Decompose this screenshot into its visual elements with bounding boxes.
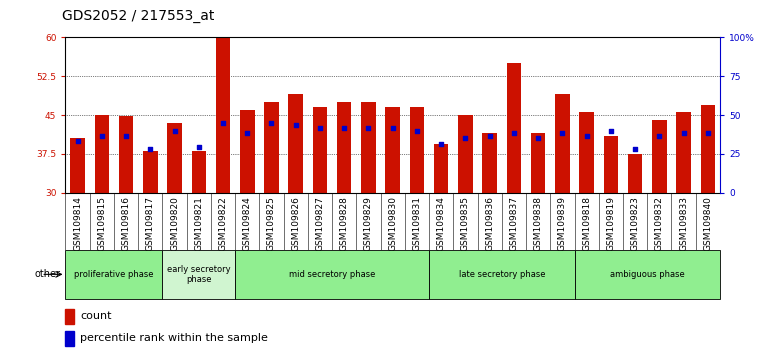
Bar bbox=[434, 144, 448, 193]
Point bbox=[556, 130, 568, 136]
Text: GSM109827: GSM109827 bbox=[316, 196, 324, 251]
Bar bbox=[65, 331, 74, 346]
Bar bbox=[361, 102, 376, 193]
Bar bbox=[482, 133, 497, 193]
Point bbox=[532, 136, 544, 141]
Point bbox=[266, 120, 278, 126]
Bar bbox=[289, 94, 303, 193]
Point bbox=[120, 133, 132, 139]
Bar bbox=[70, 138, 85, 193]
Text: percentile rank within the sample: percentile rank within the sample bbox=[80, 333, 268, 343]
Text: other: other bbox=[35, 269, 61, 279]
Bar bbox=[216, 38, 230, 193]
Text: GSM109836: GSM109836 bbox=[485, 196, 494, 251]
Point bbox=[95, 133, 108, 139]
Text: count: count bbox=[80, 312, 112, 321]
Point bbox=[629, 146, 641, 152]
Bar bbox=[235, 250, 429, 299]
Bar bbox=[143, 152, 158, 193]
Point bbox=[338, 125, 350, 131]
Bar bbox=[167, 123, 182, 193]
Text: GSM109840: GSM109840 bbox=[703, 196, 712, 251]
Bar bbox=[429, 250, 574, 299]
Bar bbox=[701, 105, 715, 193]
Text: early secretory
phase: early secretory phase bbox=[167, 265, 230, 284]
Text: ambiguous phase: ambiguous phase bbox=[610, 270, 685, 279]
Point bbox=[678, 130, 690, 136]
Text: GSM109816: GSM109816 bbox=[122, 196, 131, 251]
Bar bbox=[574, 250, 720, 299]
Bar bbox=[337, 102, 351, 193]
Text: GSM109819: GSM109819 bbox=[606, 196, 615, 251]
Point bbox=[144, 146, 156, 152]
Bar bbox=[119, 116, 133, 193]
Text: late secretory phase: late secretory phase bbox=[458, 270, 545, 279]
Bar bbox=[192, 152, 206, 193]
Text: GSM109825: GSM109825 bbox=[267, 196, 276, 251]
Text: GSM109838: GSM109838 bbox=[534, 196, 543, 251]
Text: GSM109824: GSM109824 bbox=[243, 196, 252, 251]
Text: GSM109839: GSM109839 bbox=[558, 196, 567, 251]
Text: GSM109837: GSM109837 bbox=[510, 196, 518, 251]
Bar bbox=[95, 115, 109, 193]
Bar bbox=[65, 309, 74, 324]
Point bbox=[314, 125, 326, 131]
Point bbox=[701, 130, 714, 136]
Text: GSM109834: GSM109834 bbox=[437, 196, 446, 251]
Bar bbox=[410, 107, 424, 193]
Text: GSM109814: GSM109814 bbox=[73, 196, 82, 251]
Text: proliferative phase: proliferative phase bbox=[74, 270, 154, 279]
Point bbox=[387, 125, 399, 131]
Text: GSM109832: GSM109832 bbox=[654, 196, 664, 251]
Point bbox=[507, 130, 520, 136]
Point bbox=[290, 122, 302, 128]
Bar bbox=[555, 94, 570, 193]
Point bbox=[72, 138, 84, 144]
Text: GSM109821: GSM109821 bbox=[194, 196, 203, 251]
Bar bbox=[264, 102, 279, 193]
Text: GSM109823: GSM109823 bbox=[631, 196, 640, 251]
Bar bbox=[652, 120, 667, 193]
Bar bbox=[240, 110, 255, 193]
Point bbox=[484, 133, 496, 139]
Text: GSM109830: GSM109830 bbox=[388, 196, 397, 251]
Bar bbox=[531, 133, 545, 193]
Text: mid secretory phase: mid secretory phase bbox=[289, 270, 375, 279]
Point bbox=[410, 128, 423, 133]
Point bbox=[435, 141, 447, 147]
Text: GSM109826: GSM109826 bbox=[291, 196, 300, 251]
Point bbox=[192, 144, 205, 150]
Bar bbox=[65, 250, 162, 299]
Text: GSM109829: GSM109829 bbox=[364, 196, 373, 251]
Bar bbox=[162, 250, 235, 299]
Text: GSM109822: GSM109822 bbox=[219, 196, 227, 251]
Bar bbox=[604, 136, 618, 193]
Text: GDS2052 / 217553_at: GDS2052 / 217553_at bbox=[62, 9, 214, 23]
Text: GSM109817: GSM109817 bbox=[146, 196, 155, 251]
Point bbox=[581, 133, 593, 139]
Text: GSM109833: GSM109833 bbox=[679, 196, 688, 251]
Point bbox=[459, 136, 471, 141]
Bar bbox=[507, 63, 521, 193]
Point bbox=[363, 125, 375, 131]
Text: GSM109835: GSM109835 bbox=[461, 196, 470, 251]
Bar bbox=[579, 113, 594, 193]
Text: GSM109818: GSM109818 bbox=[582, 196, 591, 251]
Bar bbox=[458, 115, 473, 193]
Point bbox=[169, 128, 181, 133]
Text: GSM109831: GSM109831 bbox=[413, 196, 421, 251]
Text: GSM109820: GSM109820 bbox=[170, 196, 179, 251]
Text: GSM109815: GSM109815 bbox=[97, 196, 106, 251]
Bar bbox=[676, 113, 691, 193]
Point bbox=[653, 133, 665, 139]
Bar bbox=[628, 154, 642, 193]
Text: GSM109828: GSM109828 bbox=[340, 196, 349, 251]
Point bbox=[217, 120, 229, 126]
Bar bbox=[386, 107, 400, 193]
Bar bbox=[313, 107, 327, 193]
Point bbox=[241, 130, 253, 136]
Point bbox=[604, 128, 617, 133]
